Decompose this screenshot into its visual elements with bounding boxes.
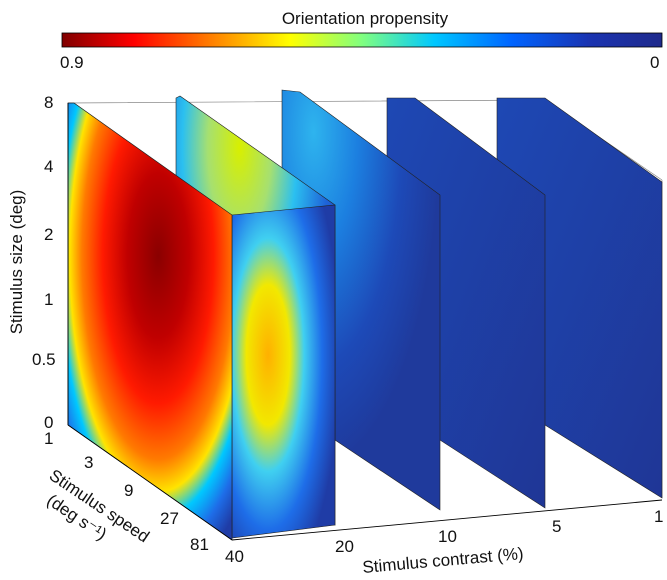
colorbar — [61, 32, 663, 48]
colorbar-min-label: 0.9 — [60, 53, 84, 72]
y-tick-3: 3 — [84, 453, 93, 472]
z-tick-0.5: 0.5 — [32, 350, 56, 369]
x-axis-label: Stimulus contrast (%) — [362, 544, 525, 577]
colorbar-title: Orientation propensity — [282, 9, 449, 28]
x-tick-1: 1 — [654, 507, 663, 526]
colorbar-max-label: 0 — [650, 53, 659, 72]
z-ticks: 8 4 2 1 0.5 0 — [32, 93, 56, 432]
y-ticks: 1 3 9 27 81 — [44, 429, 209, 554]
z-tick-2: 2 — [44, 225, 53, 244]
y-axis-label: Stimulus speed (deg s⁻¹) — [43, 466, 152, 547]
z-axis-label: Stimulus size (deg) — [7, 190, 26, 335]
x-ticks: 40 20 10 5 1 — [225, 507, 663, 566]
y-tick-1: 1 — [44, 429, 53, 448]
z-tick-4: 4 — [44, 157, 53, 176]
x-tick-5: 5 — [552, 517, 561, 536]
y-tick-9: 9 — [124, 481, 133, 500]
y-tick-81: 81 — [190, 535, 209, 554]
z-tick-1: 1 — [44, 290, 53, 309]
y-tick-27: 27 — [160, 509, 179, 528]
z-tick-0: 0 — [44, 413, 53, 432]
axes — [67, 103, 663, 541]
slice-contrast-20-front — [231, 204, 336, 539]
z-tick-8: 8 — [44, 93, 53, 112]
x-tick-10: 10 — [438, 527, 457, 546]
x-tick-40: 40 — [225, 547, 244, 566]
x-tick-20: 20 — [335, 537, 354, 556]
